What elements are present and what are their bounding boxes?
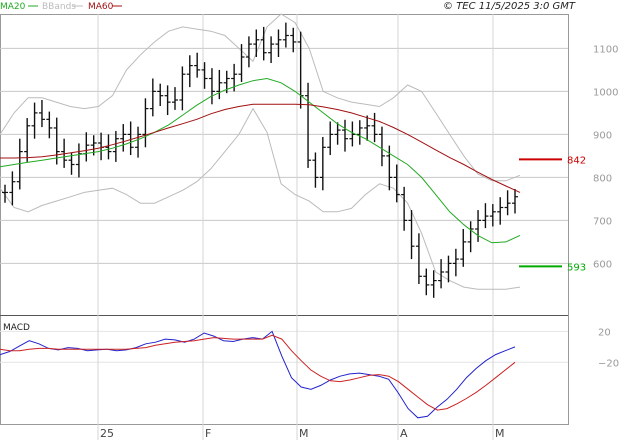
- macd-tick-label: 20: [598, 327, 611, 338]
- x-tick-label: M: [495, 427, 505, 440]
- macd-line: [0, 330, 516, 419]
- y-tick-label: 600: [593, 259, 612, 270]
- y-tick-label: 800: [593, 173, 612, 184]
- chart-frame: [0, 14, 569, 425]
- y-tick-label: 900: [593, 130, 612, 141]
- macd-tick-label: −20: [598, 358, 619, 369]
- y-tick-label: 700: [593, 216, 612, 227]
- ma20-line: [0, 77, 521, 244]
- signal-line: [0, 334, 516, 411]
- x-tick-label: 25: [100, 427, 114, 440]
- bbands-upper-line: [0, 13, 521, 182]
- legend-bbands: BBands: [42, 2, 76, 12]
- x-tick-label: F: [205, 427, 211, 440]
- bbands-lower-line: [0, 107, 521, 290]
- legend-ma20: MA20: [0, 2, 26, 12]
- y-tick-label: 1100: [593, 44, 618, 55]
- x-tick-label: A: [400, 427, 408, 440]
- macd-title: MACD: [3, 323, 30, 333]
- legend-ma60: MA60: [88, 2, 114, 12]
- x-tick-label: M: [299, 427, 309, 440]
- level-label-842: 842: [567, 155, 586, 166]
- ma60-line: [0, 103, 521, 193]
- y-tick-label: 1000: [593, 87, 618, 98]
- legend: MA20 BBands MA60: [0, 2, 122, 12]
- source-stamp: © TEC 11/5/2025 3:0 GMT: [443, 1, 576, 12]
- level-label-593: 593: [567, 262, 586, 273]
